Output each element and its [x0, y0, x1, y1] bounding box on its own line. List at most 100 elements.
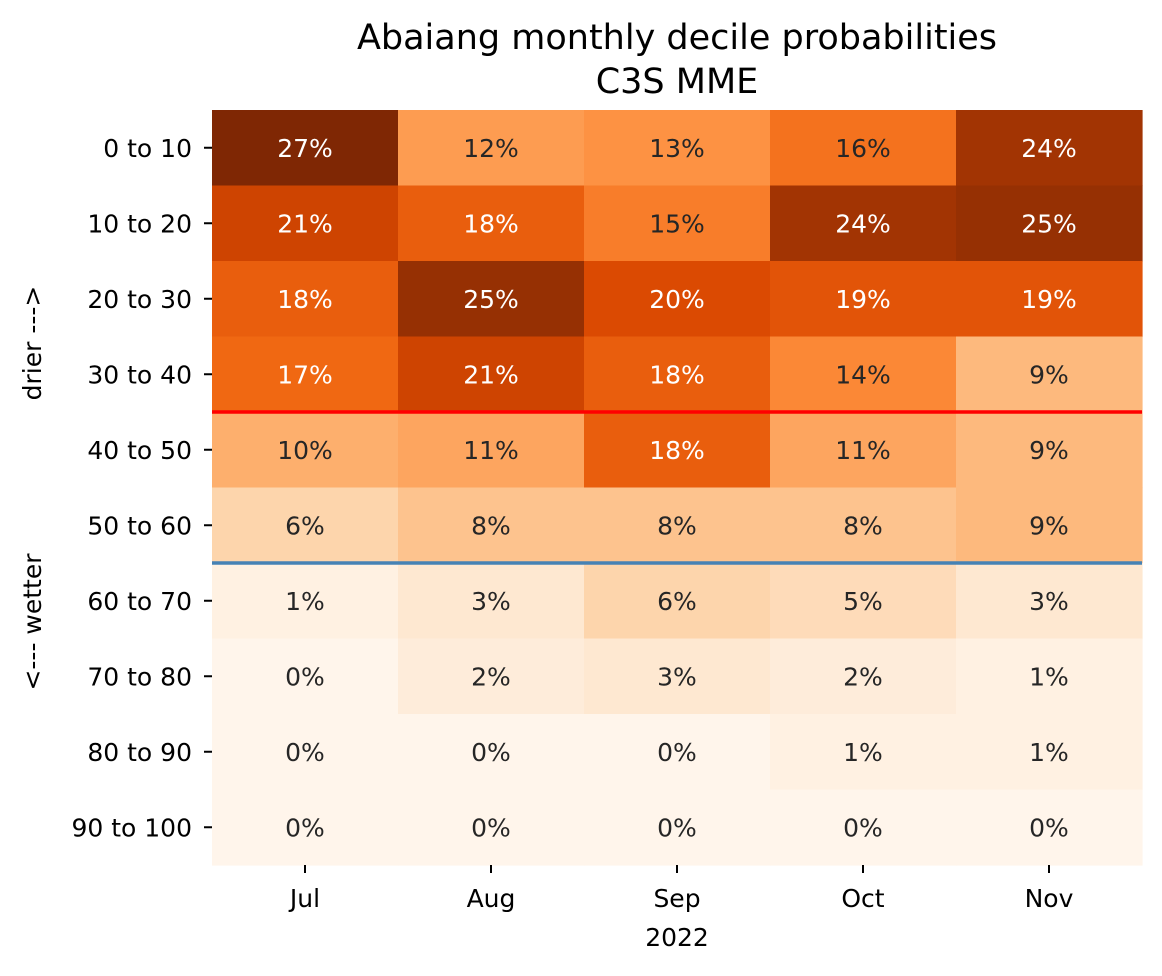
heatmap-cell	[956, 638, 1143, 715]
heatmap-cell	[956, 563, 1143, 640]
cell-value-label: 0%	[471, 738, 511, 767]
heatmap-cell	[956, 110, 1143, 187]
heatmap-cell	[398, 563, 585, 640]
cell-value-label: 0%	[843, 813, 883, 842]
cell-value-label: 19%	[835, 285, 891, 314]
heatmap-cell	[770, 412, 957, 489]
y-tick-label: 60 to 70	[87, 587, 192, 616]
chart-title: Abaiang monthly decile probabilities	[357, 18, 997, 58]
cell-value-label: 3%	[471, 587, 511, 616]
cell-value-label: 8%	[843, 511, 883, 540]
heatmap-cell	[770, 563, 957, 640]
cell-value-label: 0%	[285, 738, 325, 767]
heatmap-cell	[584, 412, 771, 489]
cell-value-label: 13%	[649, 134, 705, 163]
heatmap-cell	[584, 714, 771, 791]
heatmap-cell	[770, 714, 957, 791]
y-tick-label: 80 to 90	[87, 738, 192, 767]
heatmap-cell	[212, 412, 399, 489]
heatmap-cell	[584, 336, 771, 413]
heatmap-cell	[584, 185, 771, 262]
y-tick-label: 20 to 30	[87, 285, 192, 314]
heatmap-cell	[770, 789, 957, 866]
cell-value-label: 18%	[649, 360, 705, 389]
y-tick-label: 70 to 80	[87, 662, 192, 691]
heatmap-cell	[956, 714, 1143, 791]
heatmap-cells	[212, 110, 1143, 866]
heatmap-cell	[398, 714, 585, 791]
heatmap-cell	[398, 638, 585, 715]
y-tick-label: 90 to 100	[71, 813, 192, 842]
heatmap-cell	[584, 638, 771, 715]
cell-value-label: 18%	[463, 209, 519, 238]
cell-value-label: 14%	[835, 360, 891, 389]
heatmap-cell	[212, 789, 399, 866]
cell-value-label: 16%	[835, 134, 891, 163]
cell-value-label: 15%	[649, 209, 705, 238]
cell-value-label: 3%	[657, 662, 697, 691]
cell-value-label: 1%	[1029, 738, 1069, 767]
heatmap-cell	[770, 110, 957, 187]
heatmap-cell	[584, 110, 771, 187]
cell-value-label: 1%	[843, 738, 883, 767]
heatmap-cell	[584, 789, 771, 866]
y-tick-label: 50 to 60	[87, 511, 192, 540]
x-tick-label: Jul	[288, 884, 320, 913]
y-axis: 0 to 10 10 to 20 20 to 30 30 to 40 40 to 50 5…	[71, 134, 212, 842]
heatmap-cell	[398, 261, 585, 338]
heatmap-cell	[212, 336, 399, 413]
cell-value-label: 9%	[1029, 360, 1069, 389]
heatmap-cell	[770, 336, 957, 413]
heatmap-cell	[212, 638, 399, 715]
heatmap-cell	[398, 185, 585, 262]
cell-value-label: 0%	[657, 738, 697, 767]
cell-value-label: 21%	[463, 360, 519, 389]
cell-value-label: 25%	[463, 285, 519, 314]
cell-value-label: 0%	[657, 813, 697, 842]
cell-value-label: 18%	[649, 436, 705, 465]
cell-value-label: 27%	[277, 134, 333, 163]
heatmap-cell	[398, 412, 585, 489]
x-tick-label: Nov	[1025, 884, 1074, 913]
cell-labels: 27% 12% 13% 16% 24% 21% 18% 15% 24% 25% 18% 25% 20% 1…	[277, 134, 1077, 843]
heatmap-cell	[770, 487, 957, 564]
heatmap-cell	[956, 487, 1143, 564]
cell-value-label: 2%	[471, 662, 511, 691]
heatmap-cell	[398, 789, 585, 866]
heatmap-cell	[956, 261, 1143, 338]
cell-value-label: 12%	[463, 134, 519, 163]
cell-value-label: 0%	[285, 662, 325, 691]
cell-value-label: 19%	[1021, 285, 1077, 314]
cell-value-label: 9%	[1029, 436, 1069, 465]
cell-value-label: 0%	[1029, 813, 1069, 842]
heatmap-cell	[956, 412, 1143, 489]
cell-value-label: 24%	[1021, 134, 1077, 163]
cell-value-label: 11%	[463, 436, 519, 465]
y-tick-label: 40 to 50	[87, 436, 192, 465]
heatmap-cell	[212, 714, 399, 791]
heatmap-cell	[956, 789, 1143, 866]
cell-value-label: 21%	[277, 209, 333, 238]
y-tick-label: 0 to 10	[103, 134, 192, 163]
cell-value-label: 10%	[277, 436, 333, 465]
heatmap-cell	[212, 110, 399, 187]
y-tick-label: 30 to 40	[87, 360, 192, 389]
cell-value-label: 8%	[657, 511, 697, 540]
heatmap-cell	[956, 185, 1143, 262]
y-tick-label: 10 to 20	[87, 209, 192, 238]
heatmap-cell	[584, 261, 771, 338]
heatmap-cell	[584, 563, 771, 640]
cell-value-label: 17%	[277, 360, 333, 389]
cell-value-label: 5%	[843, 587, 883, 616]
heatmap-cell	[212, 261, 399, 338]
cell-value-label: 0%	[285, 813, 325, 842]
heatmap-cell	[584, 487, 771, 564]
x-tick-label: Aug	[467, 884, 516, 913]
heatmap-cell	[770, 638, 957, 715]
cell-value-label: 9%	[1029, 511, 1069, 540]
cell-value-label: 1%	[285, 587, 325, 616]
heatmap-cell	[398, 487, 585, 564]
cell-value-label: 3%	[1029, 587, 1069, 616]
heatmap-cell	[398, 110, 585, 187]
